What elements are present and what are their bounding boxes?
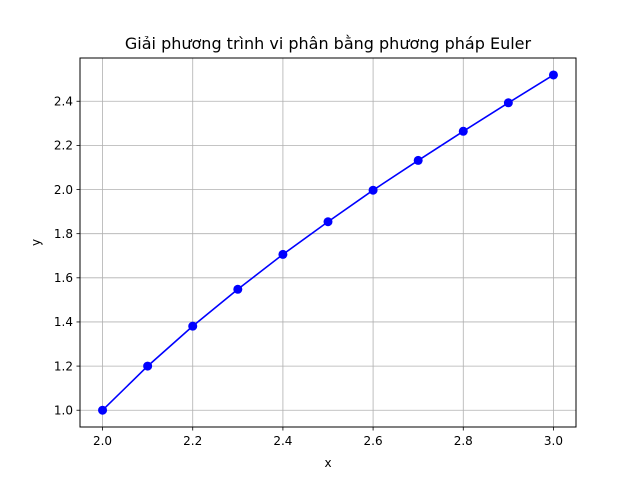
y-tick-label: 2.4 <box>54 95 73 109</box>
grid <box>80 58 576 427</box>
data-point <box>368 185 378 195</box>
y-axis-label: y <box>29 239 43 246</box>
y-tick-label: 1.4 <box>54 315 73 329</box>
data-point <box>143 361 153 371</box>
y-tick-label: 1.6 <box>54 271 73 285</box>
y-tick-label: 2.2 <box>54 139 73 153</box>
data-point <box>548 70 558 80</box>
plot-frame <box>79 57 577 428</box>
data-point <box>503 98 513 108</box>
y-tick-label: 1.8 <box>54 227 73 241</box>
x-tick-label: 2.0 <box>93 434 112 448</box>
x-axis-label: x <box>324 456 331 470</box>
data-point <box>413 155 423 165</box>
data-point <box>323 217 333 227</box>
data-point <box>188 321 198 331</box>
x-tick-label: 2.2 <box>183 434 202 448</box>
y-tick-label: 2.0 <box>54 183 73 197</box>
data-point <box>278 249 288 259</box>
data-point <box>233 284 243 294</box>
y-tick-label: 1.0 <box>54 404 73 418</box>
x-tick-label: 2.4 <box>273 434 292 448</box>
y-tick-label: 1.2 <box>54 359 73 373</box>
x-tick-label: 3.0 <box>544 434 563 448</box>
series <box>98 70 558 415</box>
x-tick-label: 2.8 <box>454 434 473 448</box>
x-tick-label: 2.6 <box>364 434 383 448</box>
ticks: 2.0 2.2 2.4 2.6 2.8 3.0 1.0 1.2 1.4 1.6 1.8 2.0 2.2 2… <box>54 95 563 448</box>
chart-title: Giải phương trình vi phân bằng phương ph… <box>125 34 532 53</box>
data-point <box>458 126 468 136</box>
data-point <box>98 405 108 415</box>
